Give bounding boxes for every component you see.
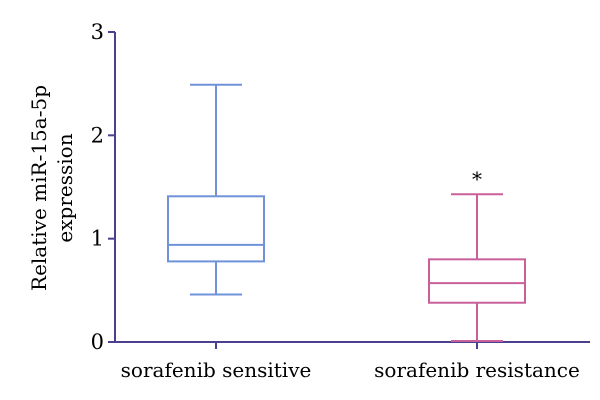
y-axis-title: Relative miR-15a-5p expression <box>27 85 77 291</box>
box-2: * <box>428 167 526 342</box>
y-tick-label: 2 <box>91 123 104 147</box>
iqr-box <box>428 258 526 304</box>
y-axis-label-line-1: Relative miR-15a-5p <box>27 85 51 291</box>
y-axis-label-line-2: expression <box>53 133 77 242</box>
y-ticks: 0 1 2 3 <box>91 20 115 354</box>
y-tick-label: 0 <box>91 330 104 354</box>
significance-asterisk: * <box>472 167 482 191</box>
y-tick-label: 3 <box>91 20 104 44</box>
boxes: * <box>167 83 526 342</box>
y-tick-label: 1 <box>91 227 104 251</box>
category-labels: sorafenib sensitive sorafenib resistance <box>121 342 580 382</box>
x-category-label: sorafenib sensitive <box>121 358 312 382</box>
box-1 <box>167 83 265 296</box>
iqr-box <box>167 195 265 263</box>
x-category-label: sorafenib resistance <box>374 358 580 382</box>
